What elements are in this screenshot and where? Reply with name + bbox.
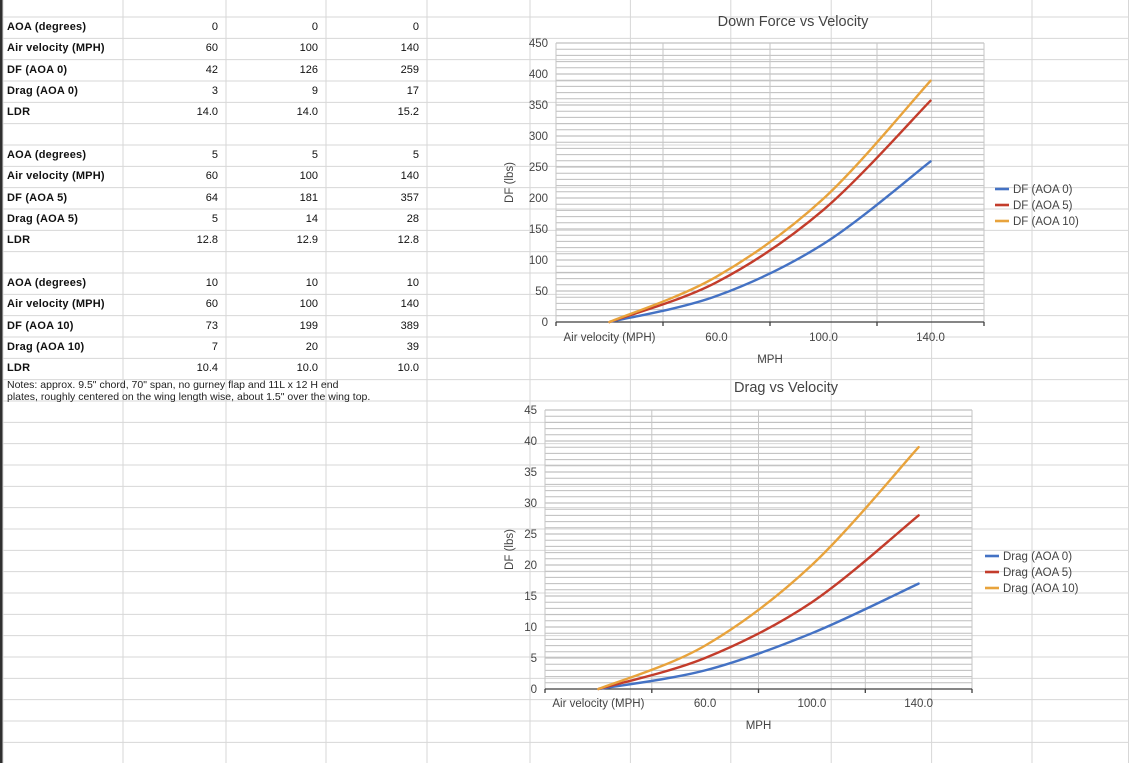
y-tick-label: 350 [529, 100, 548, 112]
y-tick-label: 0 [542, 317, 548, 329]
x-axis-title: MPH [757, 354, 783, 366]
legend: DF (AOA 0) DF (AOA 5) DF (AOA 10) [995, 184, 1079, 228]
legend-item[interactable]: DF (AOA 5) [995, 200, 1073, 212]
y-tick-label: 200 [529, 193, 548, 205]
legend-label: Drag (AOA 0) [1003, 551, 1072, 563]
series-line-df-aoa-5-[interactable] [608, 99, 932, 324]
x-tick-label: 100.0 [809, 332, 838, 344]
y-tick-label: 35 [524, 467, 537, 479]
y-tick-label: 15 [524, 591, 537, 603]
legend-item[interactable]: DF (AOA 0) [995, 184, 1073, 196]
y-tick-label: 30 [524, 498, 537, 510]
legend-item[interactable]: Drag (AOA 10) [985, 583, 1079, 595]
x-tick-label: 140.0 [904, 698, 933, 710]
y-tick-label: 10 [524, 622, 537, 634]
y-axis-title: DF (lbs) [504, 162, 516, 203]
series-line-df-aoa-10-[interactable] [608, 79, 932, 324]
y-tick-label: 250 [529, 162, 548, 174]
x-tick-label: 140.0 [916, 332, 945, 344]
legend-item[interactable]: Drag (AOA 5) [985, 567, 1072, 579]
y-tick-label: 45 [524, 405, 537, 417]
x-tick-label: 60.0 [694, 698, 716, 710]
x-tick-label: Air velocity (MPH) [552, 698, 644, 710]
x-tick-label: 100.0 [798, 698, 827, 710]
legend-label: DF (AOA 10) [1013, 216, 1079, 228]
legend-item[interactable]: DF (AOA 10) [995, 216, 1079, 228]
legend-label: Drag (AOA 5) [1003, 567, 1072, 579]
y-tick-label: 5 [531, 653, 537, 665]
y-tick-label: 20 [524, 560, 537, 572]
series-line-drag-aoa-10-[interactable] [597, 446, 920, 691]
y-tick-label: 25 [524, 529, 537, 541]
x-tick-label: 60.0 [705, 332, 727, 344]
legend-label: Drag (AOA 10) [1003, 583, 1079, 595]
y-tick-label: 400 [529, 69, 548, 81]
legend: Drag (AOA 0) Drag (AOA 5) Drag (AOA 10) [985, 551, 1079, 595]
x-axis-title: MPH [746, 720, 772, 732]
downforce-chart[interactable]: 0 50 100 150 200 250 300 350 400 450 Air velocity … [504, 14, 1079, 366]
chart-title: Drag vs Velocity [734, 380, 839, 396]
y-tick-label: 50 [535, 286, 548, 298]
drag-chart[interactable]: 0 5 10 15 20 25 30 35 40 45 Air velocity (MPH) 60.0… [504, 380, 1079, 732]
series-line-drag-aoa-5-[interactable] [597, 514, 920, 691]
sheet-left-border [0, 0, 3, 763]
y-tick-label: 100 [529, 255, 548, 267]
y-tick-label: 40 [524, 436, 537, 448]
y-tick-label: 450 [529, 38, 548, 50]
chart-title: Down Force vs Velocity [718, 14, 869, 30]
legend-label: DF (AOA 5) [1013, 200, 1073, 212]
x-tick-label: Air velocity (MPH) [563, 332, 655, 344]
series-line-df-aoa-0-[interactable] [608, 160, 932, 324]
y-axis-title: DF (lbs) [504, 529, 516, 570]
series-line-drag-aoa-0-[interactable] [597, 582, 920, 691]
legend-label: DF (AOA 0) [1013, 184, 1073, 196]
legend-item[interactable]: Drag (AOA 0) [985, 551, 1072, 563]
y-tick-label: 150 [529, 224, 548, 236]
y-tick-label: 300 [529, 131, 548, 143]
y-tick-label: 0 [531, 684, 537, 696]
